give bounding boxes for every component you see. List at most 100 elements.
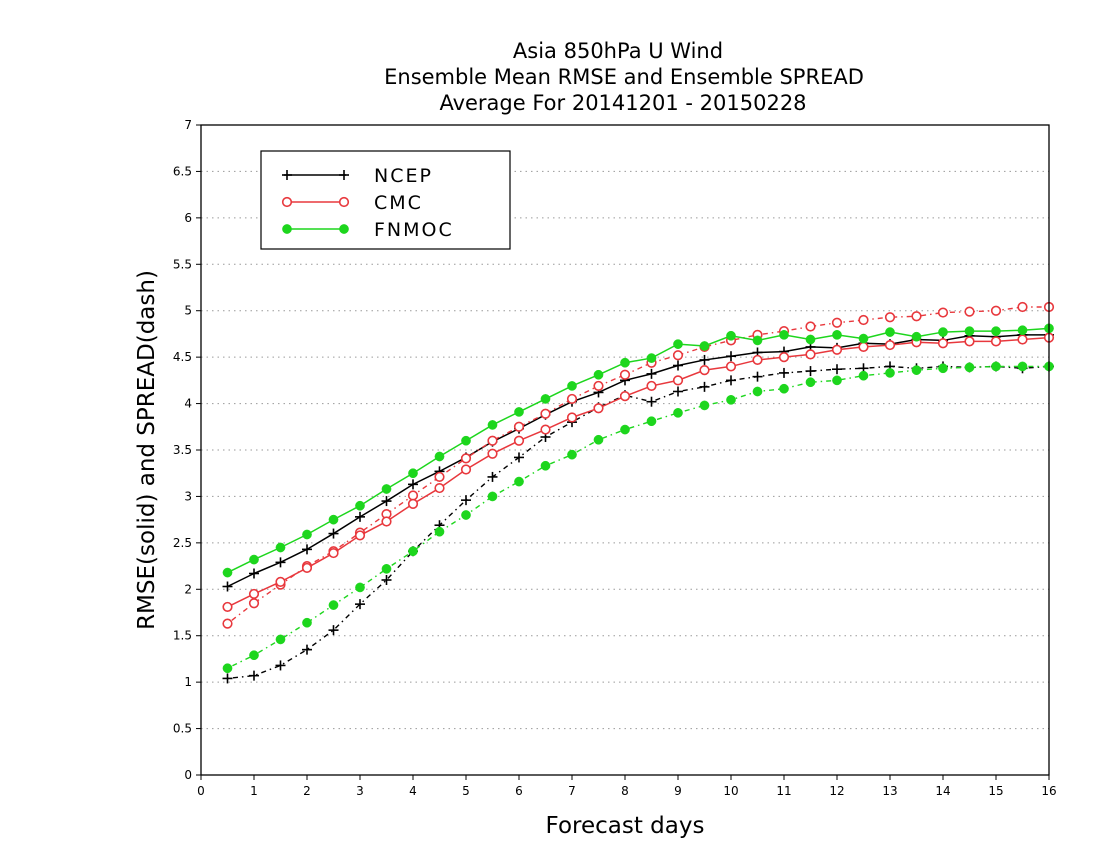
fnmoc-rmse-point <box>249 554 259 565</box>
fnmoc-rmse-point <box>991 326 1001 336</box>
cmc-spread-point <box>513 421 525 432</box>
cmc-spread-point <box>911 311 922 322</box>
cmc-spread-point <box>831 317 843 328</box>
fnmoc-spread-point <box>434 526 445 537</box>
fnmoc-spread-point <box>620 424 630 435</box>
ncep-rmse-point <box>726 351 736 362</box>
legend-marker <box>282 170 292 180</box>
gridlines <box>201 170 1049 730</box>
fnmoc-spread-point <box>567 449 577 460</box>
fnmoc-spread-point <box>726 395 736 405</box>
fnmoc-spread-line <box>227 365 1049 669</box>
fnmoc-rmse-point <box>434 451 445 462</box>
fnmoc-spread-point <box>275 634 286 645</box>
legend: NCEP CMC FNMOC <box>260 150 511 250</box>
fnmoc-spread-point <box>487 491 498 502</box>
fnmoc-series <box>222 323 1054 674</box>
legend-label: FNMOC <box>374 219 454 241</box>
ncep-series <box>222 329 1054 684</box>
ncep-spread-point <box>381 575 392 585</box>
x-tick-label: 1 <box>250 784 258 798</box>
x-tick-label: 16 <box>1041 784 1056 798</box>
ncep-spread-point <box>249 670 259 681</box>
cmc-spread-point <box>460 453 472 464</box>
ncep-rmse-point <box>408 479 418 490</box>
x-tick-label: 2 <box>303 784 311 798</box>
x-tick-label: 7 <box>568 784 576 798</box>
cmc-spread-point <box>805 321 816 332</box>
fnmoc-rmse-point <box>885 327 895 337</box>
y-axis-ticks: 0 0.5 1 1.5 2 2.5 3 3.5 4 4.5 5 5.5 6 6.5 7 <box>173 118 201 782</box>
cmc-spread-point <box>964 306 975 317</box>
fnmoc-spread-point <box>540 460 551 471</box>
legend-label: NCEP <box>374 165 433 187</box>
y-tick-label: 0.5 <box>173 722 192 736</box>
ncep-rmse-point <box>249 568 259 579</box>
series-layer <box>222 301 1055 684</box>
fnmoc-rmse-point <box>593 369 604 380</box>
cmc-spread-point <box>434 471 445 483</box>
ncep-spread-point <box>275 660 286 671</box>
fnmoc-spread-point <box>461 510 471 520</box>
y-tick-label: 6 <box>184 211 192 225</box>
y-tick-label: 0 <box>184 768 192 782</box>
fnmoc-rmse-point <box>805 334 816 345</box>
cmc-rmse-point <box>540 424 551 435</box>
fnmoc-rmse-point <box>1017 325 1028 336</box>
fnmoc-rmse-point <box>328 514 339 525</box>
cmc-rmse-point <box>460 464 472 475</box>
fnmoc-rmse-point <box>540 394 551 404</box>
cmc-spread-point <box>407 490 419 501</box>
cmc-spread-point <box>990 305 1002 316</box>
ncep-spread-point <box>673 386 683 397</box>
fnmoc-spread-point <box>1017 361 1028 372</box>
ncep-spread-point <box>805 366 816 377</box>
ncep-spread-point <box>514 452 524 463</box>
cmc-rmse-point <box>672 375 684 386</box>
cmc-series <box>222 301 1055 629</box>
fnmoc-spread-point <box>964 362 975 373</box>
fnmoc-rmse-point <box>938 327 948 337</box>
fnmoc-rmse-point <box>487 420 498 430</box>
x-tick-label: 9 <box>674 784 682 798</box>
legend-marker <box>339 170 349 180</box>
fnmoc-spread-point <box>249 650 259 661</box>
fnmoc-spread-point <box>779 383 789 394</box>
fnmoc-rmse-point <box>699 341 710 351</box>
y-tick-label: 1.5 <box>173 629 192 643</box>
ncep-rmse-point <box>275 557 286 568</box>
cmc-spread-point <box>222 618 233 629</box>
y-tick-label: 3 <box>184 489 192 503</box>
ncep-rmse-point <box>355 511 365 522</box>
fnmoc-rmse-point <box>620 357 630 368</box>
fnmoc-spread-point <box>302 617 312 628</box>
ncep-spread-point <box>752 371 763 382</box>
x-tick-label: 0 <box>197 784 205 798</box>
cmc-rmse-point <box>619 391 631 402</box>
cmc-rmse-point <box>407 498 419 509</box>
fnmoc-rmse-point <box>514 407 524 417</box>
fnmoc-rmse-point <box>911 331 922 342</box>
y-tick-label: 2.5 <box>173 536 192 550</box>
fnmoc-rmse-point <box>275 542 286 553</box>
y-tick-label: 1 <box>184 675 192 689</box>
x-tick-label: 12 <box>829 784 844 798</box>
cmc-rmse-point <box>858 341 869 353</box>
ncep-rmse-point <box>222 581 233 592</box>
cmc-rmse-point <box>513 435 525 446</box>
ncep-rmse-point <box>381 496 392 507</box>
cmc-rmse-point <box>699 365 710 376</box>
ncep-rmse-point <box>699 354 710 365</box>
cmc-rmse-point <box>805 349 816 360</box>
x-tick-label: 4 <box>409 784 417 798</box>
cmc-rmse-point <box>990 336 1002 347</box>
cmc-rmse-point <box>725 361 737 372</box>
ncep-spread-point <box>699 381 710 392</box>
cmc-rmse-line <box>227 336 1050 608</box>
cmc-spread-point <box>672 350 684 361</box>
cmc-rmse-point <box>593 403 604 414</box>
legend-marker <box>338 196 350 208</box>
title-line-2: Ensemble Mean RMSE and Ensemble SPREAD <box>384 65 864 89</box>
y-tick-label: 5 <box>184 304 192 318</box>
